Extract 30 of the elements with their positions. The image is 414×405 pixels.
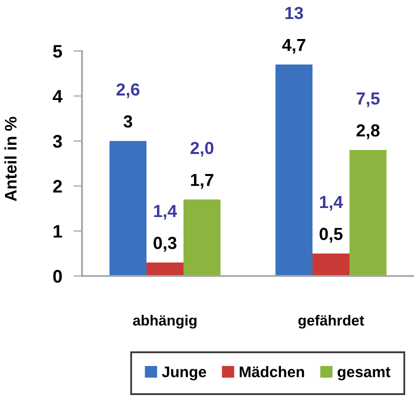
y-axis-title: Anteil in % xyxy=(4,116,17,202)
y-tick-label: 0 xyxy=(53,270,62,283)
bar xyxy=(275,64,312,276)
x-tick-label: abhängig xyxy=(133,314,196,329)
y-tick-label: 3 xyxy=(52,134,62,148)
legend-label: Junge xyxy=(162,366,206,380)
data-label: 4,7 xyxy=(282,38,306,54)
bar xyxy=(350,150,387,276)
annotation: 2,6 xyxy=(116,83,140,98)
annotation: 2,0 xyxy=(190,142,214,157)
data-label: 0,5 xyxy=(320,228,343,243)
annotation: 1,4 xyxy=(320,196,343,211)
y-tick-label: 1 xyxy=(54,225,62,238)
annotation: 7,5 xyxy=(356,92,380,108)
bar xyxy=(184,200,221,276)
legend-label: Mädchen xyxy=(240,366,304,378)
text: 13 xyxy=(285,6,304,20)
legend-label: gesamt xyxy=(338,367,390,380)
data-label: 2,8 xyxy=(356,124,380,140)
data-label: 1,7 xyxy=(191,174,214,189)
y-tick-label: 5 xyxy=(53,45,62,58)
data-label: 3 xyxy=(124,115,132,128)
data-label: 0,3 xyxy=(154,236,176,252)
y-tick-label: 4 xyxy=(52,90,62,103)
annotation: 1,4 xyxy=(154,205,177,220)
bar xyxy=(146,262,184,276)
y-tick-label: 2 xyxy=(53,180,62,193)
bar xyxy=(312,254,350,276)
x-tick-label: gefährdet xyxy=(298,314,364,329)
bar xyxy=(109,141,146,276)
